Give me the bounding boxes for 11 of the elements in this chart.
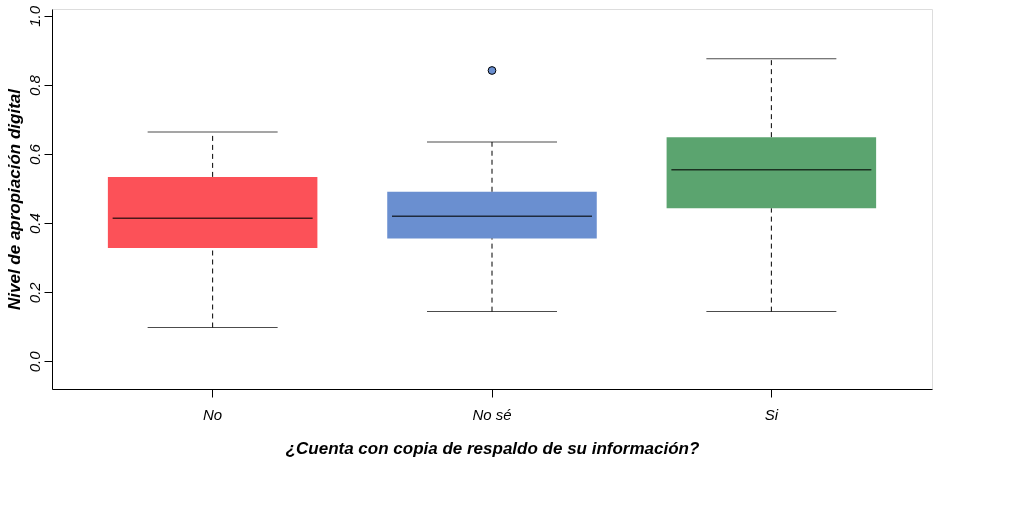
y-tick-label: 0.0 [25, 350, 43, 373]
x-tick-label: No sé [472, 405, 512, 423]
y-tick-label: 0.6 [25, 143, 43, 166]
y-tick-label: 0.4 [25, 213, 43, 235]
x-axis-title: ¿Cuenta con copia de respaldo de su información? [285, 438, 700, 458]
y-axis-title: Nivel de apropiación digital [4, 87, 24, 311]
x-tick-label: Si [764, 405, 779, 423]
x-tick-label: No [203, 405, 223, 423]
y-tick-label: 0.8 [25, 74, 43, 96]
y-tick-label: 0.2 [25, 281, 43, 304]
y-tick-label: 1.0 [25, 5, 43, 27]
